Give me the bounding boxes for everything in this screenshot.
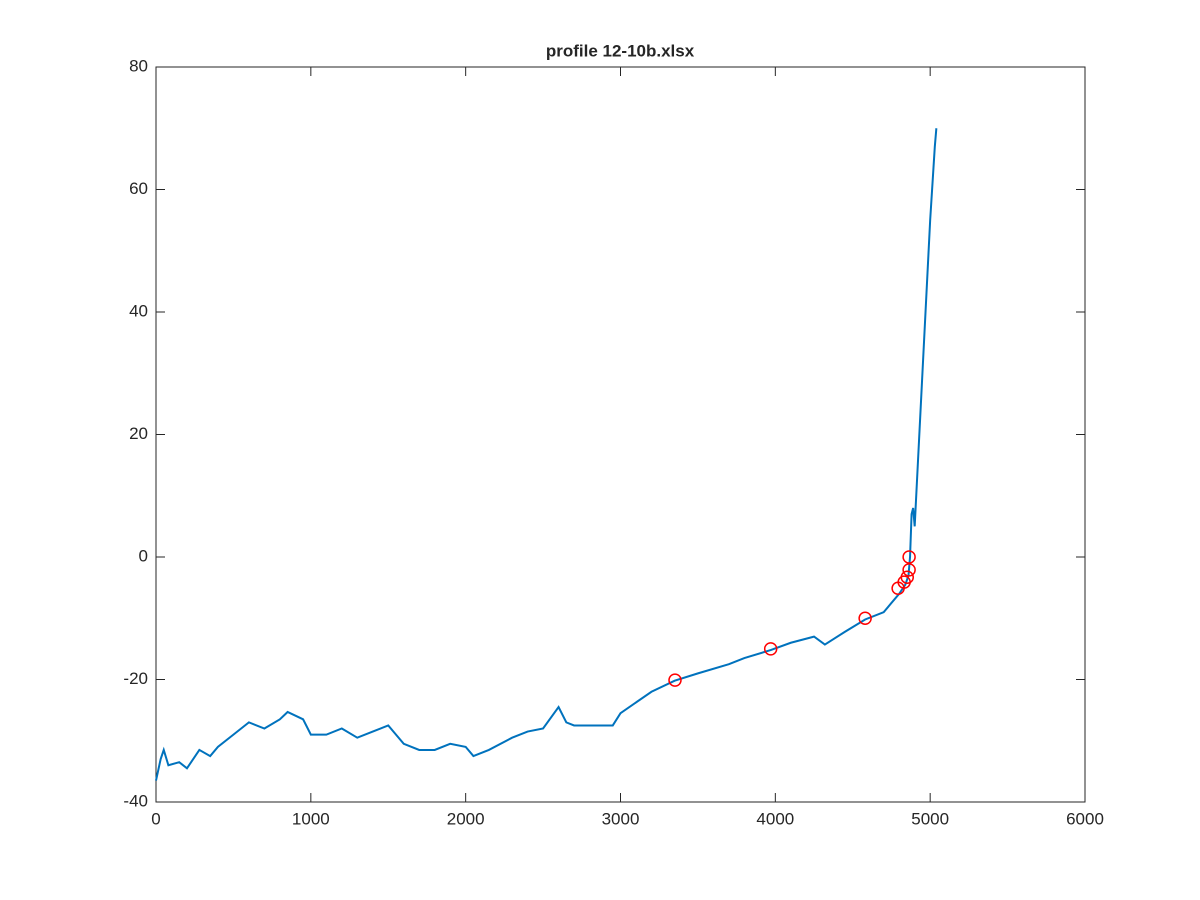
x-tick-label: 6000 (1066, 809, 1104, 828)
y-tick-label: -20 (123, 669, 148, 688)
marker (858, 611, 872, 625)
y-tick-label: 0 (139, 546, 148, 565)
marker (902, 550, 916, 564)
marker (900, 570, 915, 584)
x-tick-label: 1000 (292, 809, 330, 828)
y-tick-label: 20 (129, 424, 148, 443)
axes-box (155, 66, 1086, 803)
chart-title: profile 12-10b.xlsx (546, 41, 695, 60)
x-tick-label: 5000 (911, 809, 949, 828)
x-tick-label: 2000 (447, 809, 485, 828)
y-tick-label: 80 (129, 56, 148, 75)
x-tick-label: 4000 (756, 809, 794, 828)
y-tick-label: 40 (129, 301, 148, 320)
y-tick-label: 60 (129, 179, 148, 198)
marker (902, 563, 916, 577)
x-tick-label: 0 (151, 809, 160, 828)
y-tick-label: -40 (123, 791, 148, 810)
x-tick-label: 3000 (602, 809, 640, 828)
marker (668, 673, 682, 687)
marker (763, 642, 778, 656)
